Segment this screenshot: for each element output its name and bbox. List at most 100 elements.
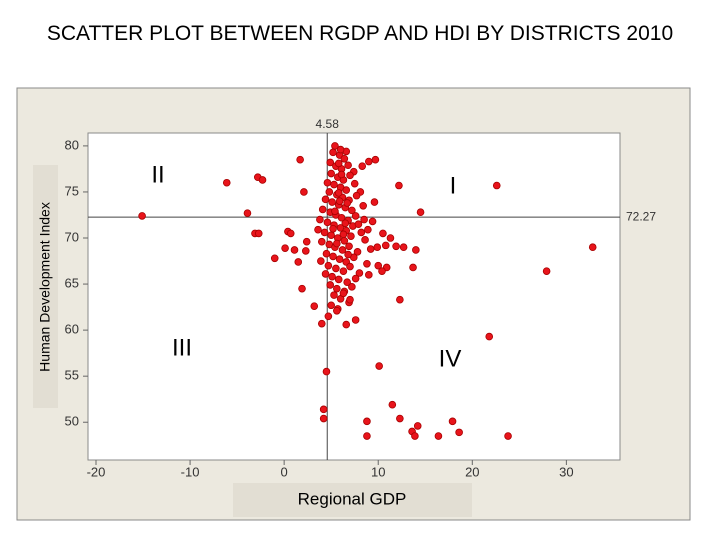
data-point [254,229,263,238]
data-point [351,212,360,220]
quadrant-label: III [172,334,192,361]
data-point [334,189,343,197]
data-point [281,244,289,252]
data-point [333,239,341,248]
data-point [388,400,397,409]
data-point [330,291,338,299]
data-point [340,154,349,163]
data-point [366,245,375,253]
x-tick-label: -10 [181,464,200,479]
data-point [363,259,371,268]
data-point [542,267,551,275]
data-point [270,254,279,263]
data-point [368,217,377,226]
data-point [335,197,344,205]
data-point [455,428,463,437]
data-point [381,241,390,250]
data-point [316,215,324,224]
data-point [448,417,457,426]
x-tick-label: 20 [465,464,479,479]
y-axis-label: Human Development Index [37,202,53,372]
data-point [409,263,417,272]
y-tick-label: 50 [65,414,79,429]
y-tick-label: 60 [65,322,79,337]
data-point [329,148,337,157]
data-point [327,231,335,240]
x-axis-label: Regional GDP [298,489,407,508]
data-point [339,267,348,275]
data-point [375,362,383,370]
data-point [386,234,395,242]
data-point [323,178,332,187]
data-point [346,295,354,304]
data-point [378,267,386,275]
data-point [314,225,322,234]
data-point [396,414,404,423]
data-point [363,417,371,426]
data-point [286,229,295,238]
data-point [317,319,326,328]
y-tick-label: 65 [65,276,79,291]
data-point [321,195,330,204]
data-point [370,198,379,206]
data-point [363,432,371,440]
data-point [327,169,335,178]
y-tick-label: 80 [65,137,79,152]
data-point [364,225,372,234]
data-point [323,218,332,227]
data-point [327,301,335,310]
data-point [329,252,337,261]
data-point [290,246,299,254]
data-point [324,312,333,321]
data-point [492,181,501,190]
data-point [328,272,336,281]
data-point [329,224,337,233]
data-point [326,281,335,289]
data-point [343,199,351,207]
data-point [485,332,494,341]
data-point [302,237,311,246]
data-point [348,206,356,215]
data-point [294,258,303,266]
data-point [334,275,343,284]
data-point [337,213,346,222]
data-point [336,145,345,154]
data-point [357,228,366,237]
data-point [359,201,367,210]
data-point [317,257,325,265]
data-point [222,178,231,187]
data-point [326,158,335,167]
data-point [342,186,351,194]
data-point [322,249,331,258]
data-point [365,157,373,166]
data-point [354,220,363,228]
data-point [338,246,347,254]
data-point [344,250,352,259]
y-tick-label: 75 [65,183,79,198]
y-label-box [33,165,58,408]
data-point [413,422,422,430]
data-point [324,261,333,270]
x-tick-label: 10 [371,464,385,479]
data-point [343,278,351,287]
data-point [353,248,362,256]
data-point [392,242,400,251]
data-point [412,246,420,254]
data-point [504,432,512,440]
data-point [340,236,349,245]
data-point [300,188,308,196]
data-point [331,142,339,150]
x-tick-label: -20 [87,464,106,479]
y-tick-label: 70 [65,229,79,244]
data-point [355,269,364,277]
data-point [348,283,356,291]
plot-area [87,132,621,461]
y-tick-label: 55 [65,368,79,383]
data-point [332,264,340,273]
data-point [360,215,368,224]
data-point [310,302,319,310]
data-point [301,247,310,255]
data-point [322,367,331,376]
